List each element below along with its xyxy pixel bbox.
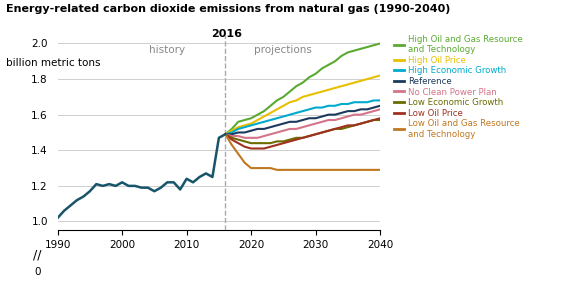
Text: 0: 0 (34, 267, 41, 277)
Legend: High Oil and Gas Resource
and Technology, High Oil Price, High Economic Growth, : High Oil and Gas Resource and Technology… (394, 35, 522, 139)
Text: history: history (149, 45, 185, 55)
Text: //: // (33, 248, 41, 262)
Text: billion metric tons: billion metric tons (6, 58, 100, 68)
Text: 2016: 2016 (211, 29, 242, 39)
Text: projections: projections (255, 45, 312, 55)
Text: Energy-related carbon dioxide emissions from natural gas (1990-2040): Energy-related carbon dioxide emissions … (6, 4, 450, 14)
